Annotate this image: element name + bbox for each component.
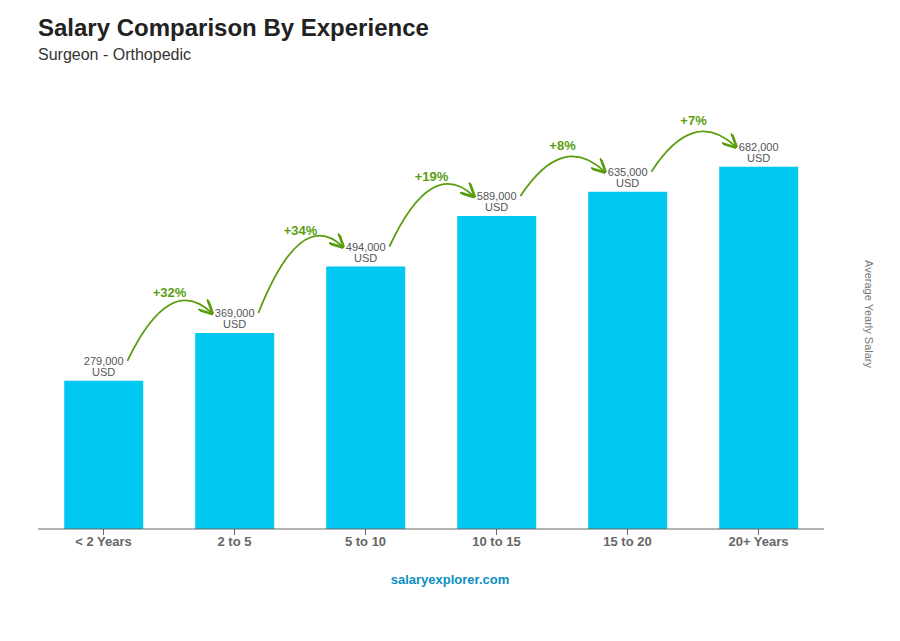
svg-text:10 to 15: 10 to 15: [472, 534, 520, 549]
svg-text:589,000USD: 589,000USD: [477, 190, 517, 213]
svg-text:+32%: +32%: [153, 285, 187, 300]
svg-text:279,000USD: 279,000USD: [84, 355, 124, 378]
svg-text:20+ Years: 20+ Years: [728, 534, 788, 549]
html-text:Surgeon - Orthopedic: Surgeon - Orthopedic: [38, 46, 191, 63]
svg-text:635,000USD: 635,000USD: [608, 166, 648, 189]
svg-text:5 to 10: 5 to 10: [345, 534, 386, 549]
svg-text:+8%: +8%: [549, 138, 576, 153]
html-text:salaryexplorer.com: salaryexplorer.com: [390, 572, 510, 587]
html-text:Average Yearly Salary: Average Yearly Salary: [863, 260, 875, 368]
svg-text:+34%: +34%: [284, 223, 318, 238]
svg-text:+7%: +7%: [680, 113, 707, 128]
svg-text:494,000USD: 494,000USD: [346, 241, 386, 264]
svg-text:369,000USD: 369,000USD: [215, 307, 255, 330]
svg-text:2 to 5: 2 to 5: [218, 534, 252, 549]
svg-text:< 2 Years: < 2 Years: [75, 534, 132, 549]
html-text:Salary Comparison By Experienc: Salary Comparison By Experience: [38, 14, 429, 41]
svg-text:682,000USD: 682,000USD: [739, 141, 779, 164]
svg-text:+19%: +19%: [415, 169, 449, 184]
svg-text:15 to 20: 15 to 20: [603, 534, 651, 549]
